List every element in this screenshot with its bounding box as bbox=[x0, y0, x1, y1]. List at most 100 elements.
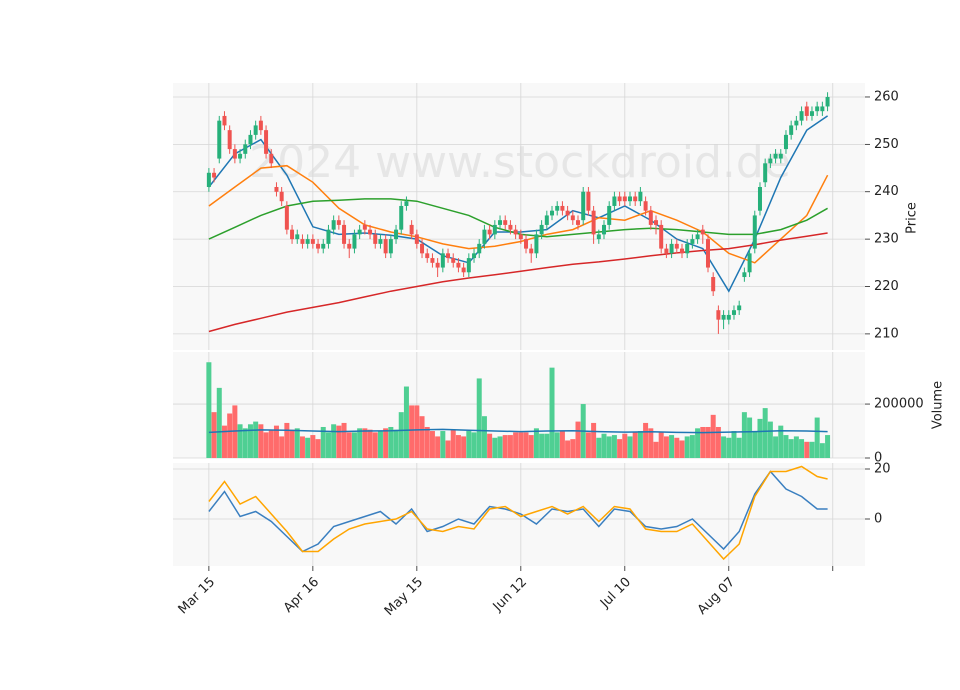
candle-body bbox=[638, 191, 643, 202]
candle-body bbox=[357, 229, 362, 235]
candle-body bbox=[212, 172, 217, 178]
candle-body bbox=[290, 229, 295, 240]
candle-body bbox=[430, 258, 435, 263]
indicator-line bbox=[208, 470, 828, 553]
candle-body bbox=[206, 172, 211, 188]
candle-body bbox=[336, 220, 341, 225]
volume-bar bbox=[227, 413, 233, 458]
volume-bar bbox=[346, 432, 352, 458]
candle-body bbox=[529, 248, 534, 254]
volume-bar bbox=[611, 435, 617, 458]
candle-body bbox=[425, 253, 430, 259]
candle-body bbox=[487, 229, 492, 235]
volume-bar bbox=[481, 416, 487, 458]
volume-bar bbox=[377, 431, 383, 458]
x-tick-label: Aug 07 bbox=[695, 575, 738, 618]
volume-bar bbox=[310, 435, 316, 458]
volume-ma-line bbox=[208, 428, 828, 434]
volume-bar bbox=[403, 386, 409, 458]
candle-body bbox=[581, 191, 586, 221]
volume-bar bbox=[549, 367, 555, 458]
volume-bar bbox=[658, 432, 664, 458]
volume-bar bbox=[710, 414, 716, 458]
volume-bar bbox=[237, 424, 243, 458]
volume-bar bbox=[221, 425, 227, 458]
volume-bar bbox=[565, 440, 571, 458]
volume-bar bbox=[523, 432, 529, 458]
volume-bar bbox=[315, 439, 321, 458]
candle-body bbox=[716, 310, 721, 320]
volume-bar bbox=[788, 439, 794, 458]
candle-body bbox=[783, 134, 788, 150]
candle-body bbox=[674, 243, 679, 249]
volume-bar bbox=[320, 426, 326, 458]
volume-bar bbox=[492, 437, 498, 458]
candle-body bbox=[362, 224, 367, 230]
x-tick-label: Mar 15 bbox=[176, 575, 219, 618]
candle-body bbox=[679, 248, 684, 254]
candle-body bbox=[633, 196, 638, 202]
volume-bar bbox=[409, 405, 415, 458]
volume-bar bbox=[539, 433, 545, 458]
volume-bar bbox=[268, 429, 274, 458]
candle-body bbox=[316, 243, 321, 249]
volume-bar bbox=[819, 443, 825, 458]
volume-bar bbox=[689, 435, 695, 458]
volume-bar bbox=[455, 435, 461, 458]
candle-body bbox=[804, 106, 809, 116]
candle-body bbox=[232, 149, 237, 159]
candle-body bbox=[643, 201, 648, 211]
volume-bar bbox=[518, 432, 524, 458]
volume-bar bbox=[528, 435, 534, 458]
candle-body bbox=[794, 120, 799, 126]
volume-bar bbox=[471, 432, 477, 458]
candle-body bbox=[586, 191, 591, 211]
candle-body bbox=[508, 224, 513, 230]
volume-bar bbox=[497, 436, 503, 458]
candle-body bbox=[602, 224, 607, 235]
candle-body bbox=[279, 191, 284, 202]
y-tick-label: 20 bbox=[874, 462, 891, 477]
candle-body bbox=[446, 253, 451, 259]
volume-bar bbox=[570, 439, 576, 458]
candle-body bbox=[711, 277, 716, 292]
volume-bar bbox=[461, 436, 467, 458]
volume-bar bbox=[450, 429, 456, 458]
candle-body bbox=[742, 272, 747, 278]
volume-bar bbox=[476, 378, 482, 458]
candle-body bbox=[222, 115, 227, 126]
candle-body bbox=[773, 153, 778, 159]
candle-body bbox=[591, 210, 596, 235]
volume-axis-label: Volume bbox=[931, 381, 946, 429]
candle-body bbox=[388, 239, 393, 254]
candle-body bbox=[550, 210, 555, 216]
volume-bar bbox=[606, 436, 612, 458]
volume-bar bbox=[393, 429, 399, 458]
volume-bar bbox=[793, 436, 799, 458]
volume-bar bbox=[804, 441, 810, 458]
candle-body bbox=[435, 262, 440, 268]
volume-bar bbox=[284, 422, 290, 458]
candle-body bbox=[227, 130, 232, 150]
volume-bar bbox=[799, 439, 805, 458]
price-panel bbox=[173, 83, 865, 350]
volume-bar bbox=[372, 432, 378, 458]
candle-body bbox=[321, 243, 326, 249]
volume-bar bbox=[362, 428, 368, 458]
volume-bar bbox=[637, 431, 643, 458]
candle-body bbox=[513, 229, 518, 235]
volume-bar bbox=[684, 436, 690, 458]
volume-bar bbox=[778, 425, 784, 458]
x-tick-label: Jul 10 bbox=[597, 575, 634, 612]
candle-body bbox=[518, 234, 523, 240]
volume-bar bbox=[253, 421, 259, 458]
volume-bar bbox=[424, 426, 430, 458]
candle-body bbox=[664, 248, 669, 254]
candle-body bbox=[669, 243, 674, 254]
volume-bar bbox=[575, 421, 581, 458]
volume-bar bbox=[747, 417, 753, 458]
candle-body bbox=[763, 163, 768, 183]
volume-bar bbox=[513, 432, 519, 458]
volume-bar bbox=[357, 428, 363, 458]
